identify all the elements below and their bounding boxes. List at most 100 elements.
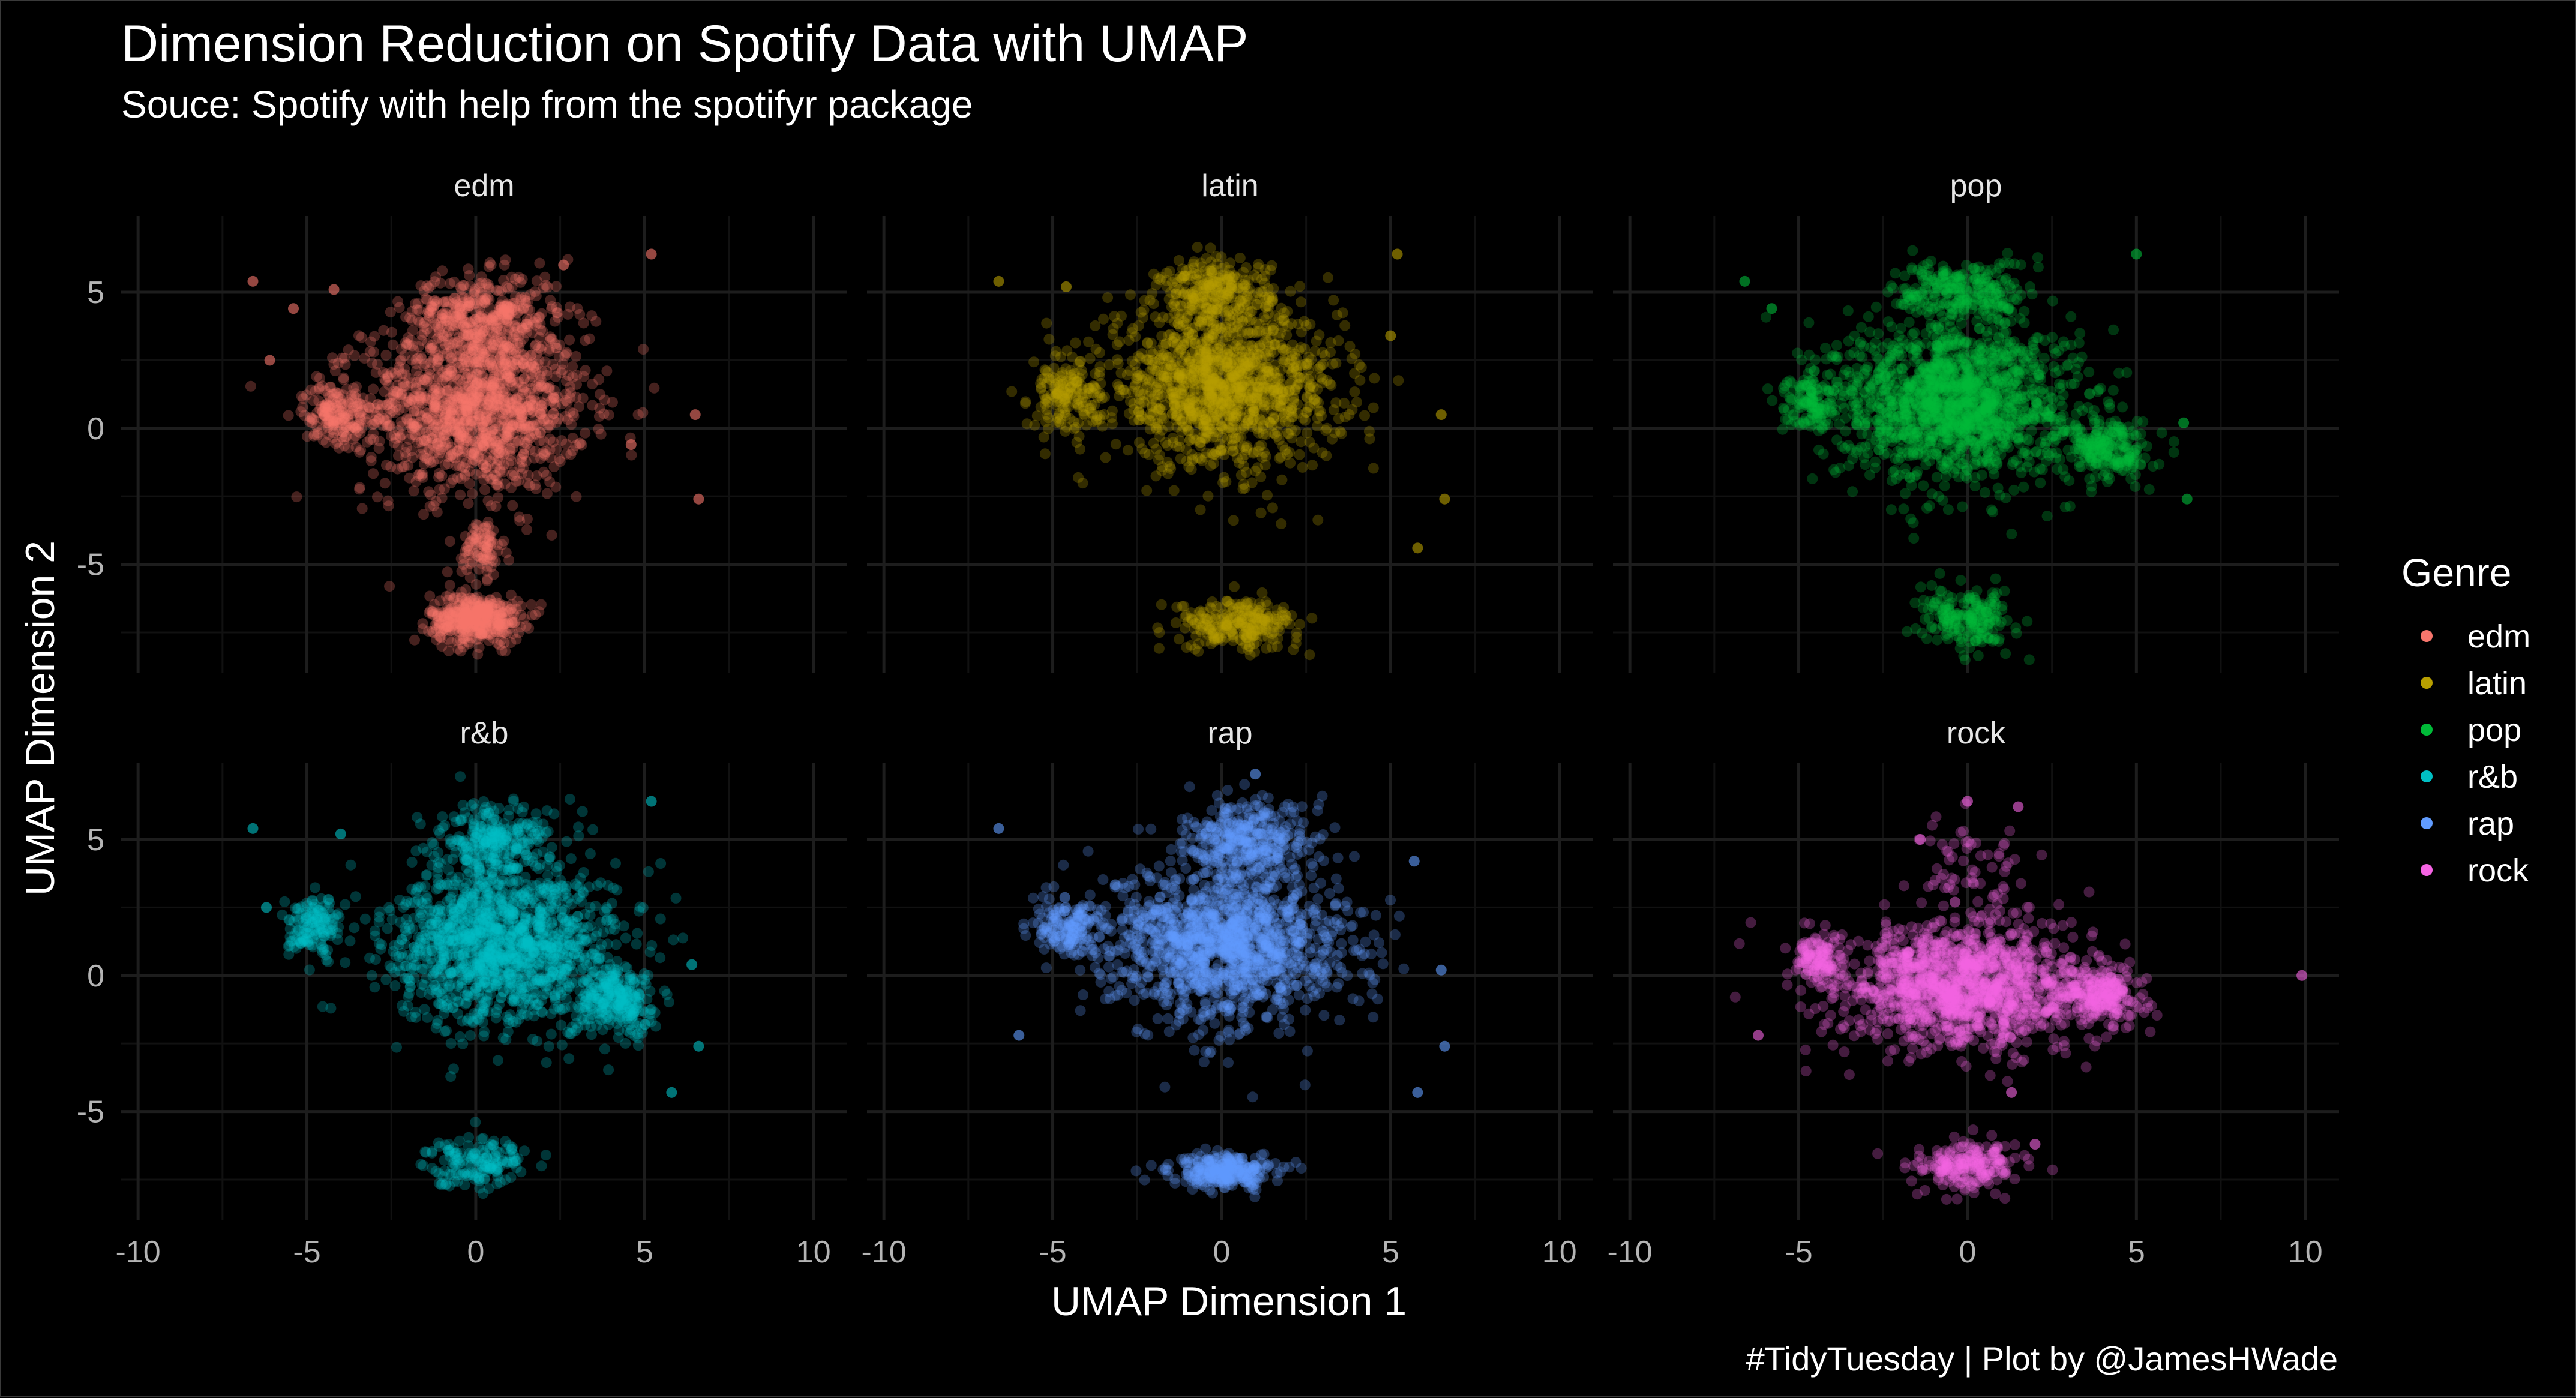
data-point [571,491,582,502]
data-point [1290,425,1301,436]
data-point [1368,403,1379,413]
data-point [463,498,474,509]
data-point [371,367,382,378]
data-point [1330,358,1341,368]
data-point [542,488,553,499]
data-point [1257,452,1268,463]
data-point [535,427,546,438]
data-point [1392,249,1403,260]
data-point [509,298,520,308]
data-point [472,520,483,531]
data-point [556,367,567,378]
data-point [596,429,607,440]
data-point [1178,390,1189,401]
data-point [1170,332,1181,343]
data-point [391,371,402,382]
data-point [1299,316,1310,327]
data-point [1028,356,1039,367]
data-point [1171,617,1181,628]
data-point [1169,341,1180,352]
data-point [1202,380,1213,391]
data-point [1213,634,1223,645]
data-point [1304,382,1315,392]
data-point [453,413,464,424]
data-point [520,420,530,431]
data-point [1236,470,1247,481]
data-point [1307,460,1318,470]
data-point [1134,415,1145,425]
data-point [1209,412,1220,423]
data-point [1207,424,1217,434]
data-point [520,295,530,305]
y-tick-label: 0 [87,412,104,446]
data-point [393,450,404,461]
data-point [472,649,483,660]
data-point [478,421,488,432]
data-point [1192,242,1203,253]
data-point [580,335,590,346]
data-point [1069,424,1079,434]
data-point [1860,459,1870,470]
data-point [1276,518,1286,529]
data-point [1165,360,1176,371]
data-point [1172,410,1183,421]
data-point [1237,311,1247,322]
data-point [1294,379,1305,389]
data-point [309,429,320,440]
data-point [1412,542,1423,553]
data-point [1043,334,1054,345]
data-point [384,581,395,592]
data-point [1273,633,1283,644]
data-point [506,614,517,625]
data-point [548,436,559,447]
data-point [1157,413,1168,424]
data-point [487,537,498,548]
data-point [1173,319,1184,329]
data-point [1286,354,1297,365]
data-point [1184,435,1195,446]
data-point [1340,412,1351,422]
data-point [1898,503,1909,514]
data-point [402,338,413,349]
data-point [1214,282,1225,293]
data-point [486,339,497,350]
data-point [1327,434,1338,445]
data-point [539,450,550,461]
data-point [507,500,518,511]
data-point [1089,399,1100,410]
data-point [368,434,379,445]
data-point [1279,345,1290,356]
data-point [690,409,701,420]
data-point [506,599,517,610]
data-point [351,442,362,452]
data-point [432,407,443,418]
data-point [1304,437,1315,448]
data-point [1060,407,1070,418]
data-point [1228,515,1239,526]
data-point [1142,338,1153,349]
data-point [497,295,508,306]
data-point [1167,389,1178,400]
data-point [1112,339,1123,350]
data-point [1267,369,1277,380]
data-point [1198,607,1209,617]
data-point [1259,397,1270,407]
data-point [445,451,456,462]
data-point [485,549,496,560]
data-point [2042,511,2053,521]
data-point [1807,473,1818,484]
data-point [497,386,508,397]
data-point [558,260,569,271]
y-tick-label: -5 [77,548,104,583]
data-point [464,297,475,308]
data-point [445,536,455,547]
data-point [413,305,424,316]
data-point [1125,289,1136,300]
data-point [521,524,532,535]
data-point [490,436,501,446]
data-point [523,434,534,445]
data-point [499,260,510,271]
data-point [561,439,572,449]
data-point [465,439,476,449]
data-point [1182,271,1193,281]
